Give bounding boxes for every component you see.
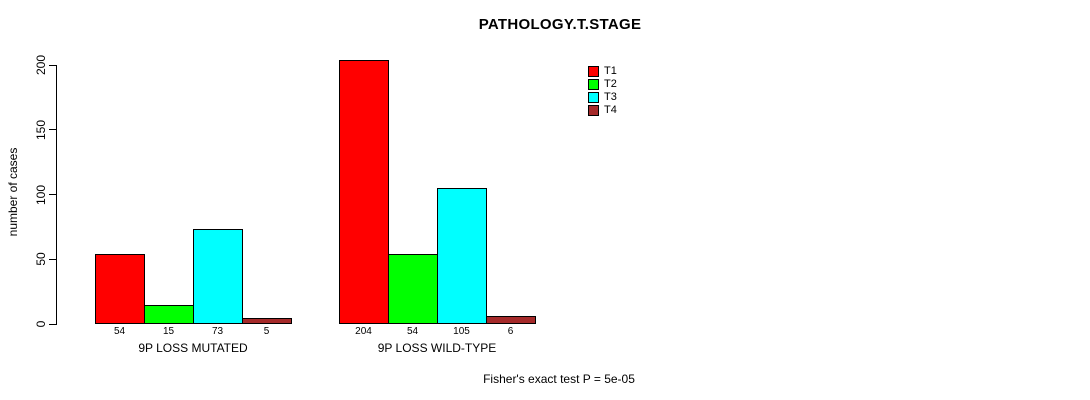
legend: T1 T2 T3 T4 (588, 65, 617, 117)
legend-label: T4 (604, 104, 617, 116)
y-tick-mark (49, 323, 56, 325)
y-tick-mark (49, 258, 56, 260)
y-tick-label: 0 (34, 320, 48, 328)
bar-t1-1 (95, 254, 145, 324)
bar-t4-2 (486, 316, 536, 324)
group-label: 9P LOSS MUTATED (138, 341, 248, 355)
y-tick-mark (49, 64, 56, 66)
y-axis-title: number of cases (6, 147, 20, 237)
bar-value-label: 6 (507, 326, 514, 337)
y-tick-label: 50 (34, 252, 48, 266)
legend-swatch-t4 (588, 105, 599, 116)
bar-t4-1 (242, 318, 292, 324)
fisher-test-annotation: Fisher's exact test P = 5e-05 (483, 372, 635, 386)
legend-label: T3 (604, 91, 617, 103)
bar-value-label: 54 (406, 326, 419, 337)
legend-item-t4: T4 (588, 104, 617, 117)
legend-item-t3: T3 (588, 91, 617, 104)
bar-value-label: 73 (211, 326, 224, 337)
bar-t3-1 (193, 229, 243, 324)
legend-item-t1: T1 (588, 65, 617, 78)
bar-value-label: 15 (162, 326, 175, 337)
y-axis-line (56, 65, 57, 325)
bar-t2-2 (388, 254, 438, 324)
bar-value-label: 54 (113, 326, 126, 337)
bar-value-label: 105 (453, 326, 470, 337)
bar-value-label: 204 (355, 326, 372, 337)
legend-item-t2: T2 (588, 78, 617, 91)
y-tick-mark (49, 129, 56, 131)
y-tick-mark (49, 194, 56, 195)
bar-t1-2 (339, 60, 389, 324)
y-tick-label: 100 (34, 184, 48, 205)
legend-swatch-t3 (588, 92, 599, 103)
legend-swatch-t1 (588, 66, 599, 77)
bar-t3-2 (437, 188, 487, 324)
y-tick-label: 150 (34, 119, 48, 140)
chart-title: PATHOLOGY.T.STAGE (478, 16, 642, 33)
group-label: 9P LOSS WILD-TYPE (377, 341, 497, 355)
y-tick-label: 200 (34, 54, 48, 76)
bar-value-label: 5 (263, 326, 270, 337)
legend-label: T2 (604, 78, 617, 90)
bar-t2-1 (144, 305, 194, 324)
legend-label: T1 (604, 65, 617, 77)
legend-swatch-t2 (588, 79, 599, 90)
